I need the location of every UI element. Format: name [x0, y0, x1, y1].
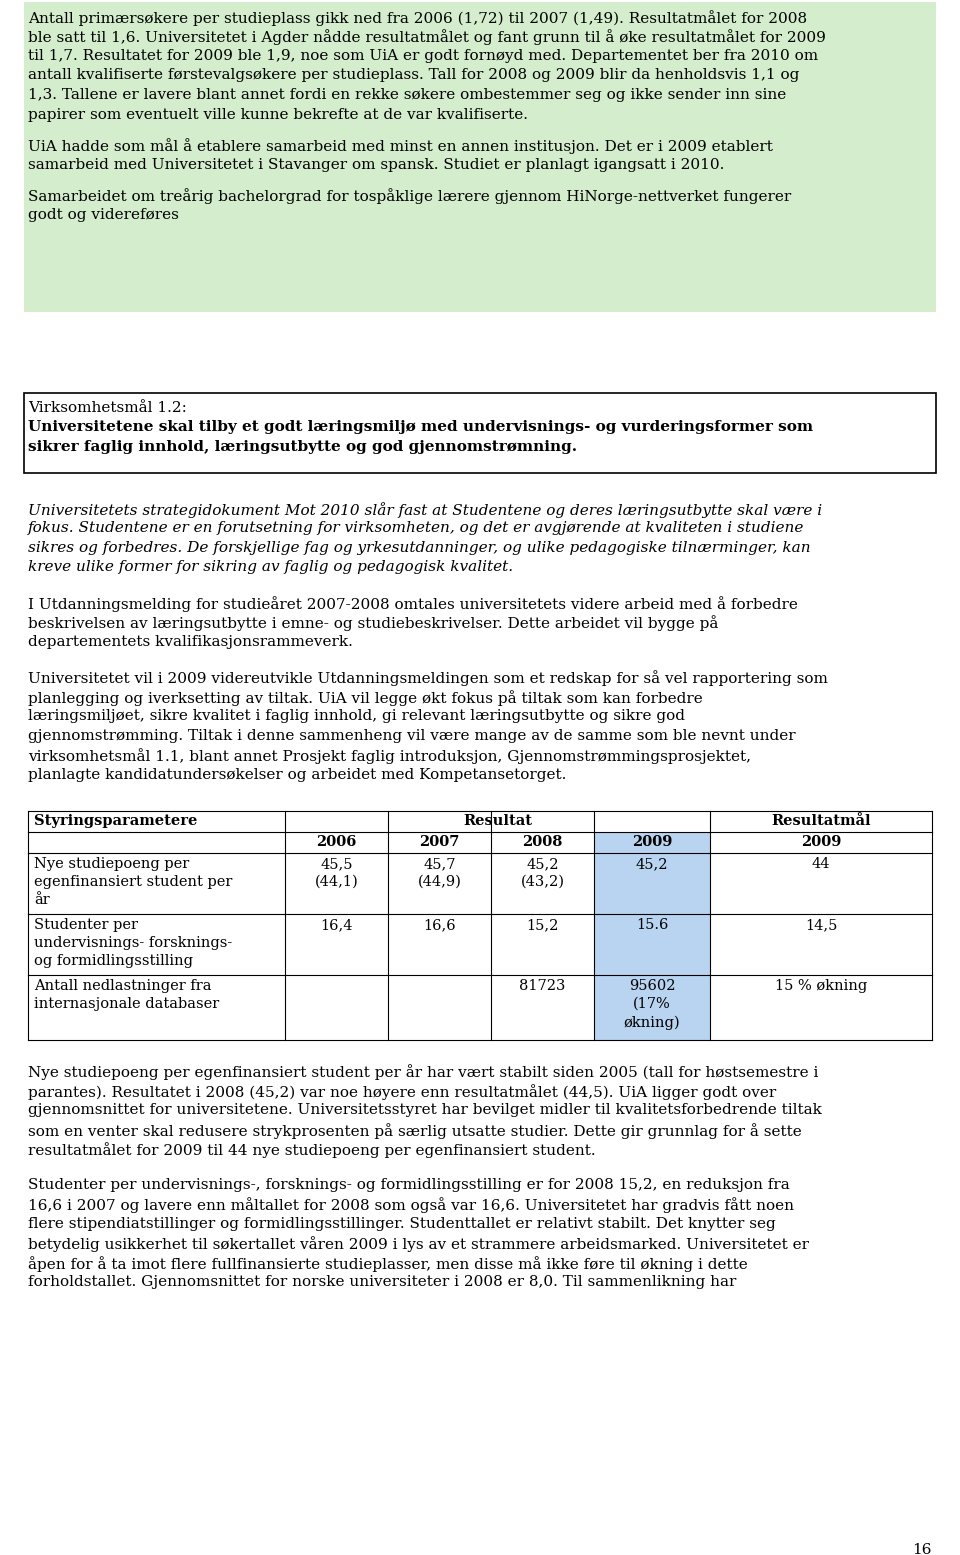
Text: 15,2: 15,2 — [526, 919, 559, 933]
Text: Antall nedlastninger fra
internasjonale databaser: Antall nedlastninger fra internasjonale … — [34, 980, 219, 1011]
Text: åpen for å ta imot flere fullfinansierte studieplasser, men disse må ikke føre t: åpen for å ta imot flere fullfinansierte… — [28, 1256, 748, 1272]
Text: 44: 44 — [812, 857, 830, 871]
Text: papirer som eventuelt ville kunne bekrefte at de var kvalifiserte.: papirer som eventuelt ville kunne bekref… — [28, 107, 528, 121]
Text: virksomhetsmål 1.1, blant annet Prosjekt faglig introduksjon, Gjennomstrømmingsp: virksomhetsmål 1.1, blant annet Prosjekt… — [28, 748, 751, 764]
Text: 2007: 2007 — [420, 835, 460, 849]
Text: kreve ulike former for sikring av faglig og pedagogisk kvalitet.: kreve ulike former for sikring av faglig… — [28, 560, 514, 574]
Text: 1,3. Tallene er lavere blant annet fordi en rekke søkere ombestemmer seg og ikke: 1,3. Tallene er lavere blant annet fordi… — [28, 89, 786, 103]
Text: samarbeid med Universitetet i Stavanger om spansk. Studiet er planlagt igangsatt: samarbeid med Universitetet i Stavanger … — [28, 157, 725, 171]
Text: planlegging og iverksetting av tiltak. UiA vil legge økt fokus på tiltak som kan: planlegging og iverksetting av tiltak. U… — [28, 690, 703, 706]
Text: 45,2
(43,2): 45,2 (43,2) — [520, 857, 564, 889]
Text: departementets kvalifikasjonsrammeverk.: departementets kvalifikasjonsrammeverk. — [28, 634, 353, 648]
Text: resultatmålet for 2009 til 44 nye studiepoeng per egenfinansiert student.: resultatmålet for 2009 til 44 nye studie… — [28, 1143, 595, 1158]
Text: 45,7
(44,9): 45,7 (44,9) — [418, 857, 462, 889]
Text: Universitetet vil i 2009 videreutvikle Utdanningsmeldingen som et redskap for så: Universitetet vil i 2009 videreutvikle U… — [28, 670, 828, 686]
Text: sikrer faglig innhold, læringsutbytte og god gjennomstrømning.: sikrer faglig innhold, læringsutbytte og… — [28, 440, 577, 454]
Text: beskrivelsen av læringsutbytte i emne- og studiebeskrivelser. Dette arbeidet vil: beskrivelsen av læringsutbytte i emne- o… — [28, 616, 718, 631]
Text: som en venter skal redusere strykprosenten på særlig utsatte studier. Dette gir : som en venter skal redusere strykprosent… — [28, 1123, 802, 1138]
Text: 95602
(17%
økning): 95602 (17% økning) — [624, 980, 681, 1029]
Bar — [594, 914, 710, 975]
Text: flere stipendiatstillinger og formidlingsstillinger. Studenttallet er relativt s: flere stipendiatstillinger og formidling… — [28, 1218, 776, 1232]
Text: UiA hadde som mål å etablere samarbeid med minst en annen institusjon. Det er i : UiA hadde som mål å etablere samarbeid m… — [28, 138, 773, 154]
Text: godt og videreføres: godt og videreføres — [28, 208, 179, 222]
Text: I Utdanningsmelding for studieåret 2007-2008 omtales universitetets videre arbei: I Utdanningsmelding for studieåret 2007-… — [28, 596, 798, 611]
Text: Virksomhetsmål 1.2:: Virksomhetsmål 1.2: — [28, 401, 187, 415]
Text: Studenter per
undervisnings- forsknings-
og formidlingsstilling: Studenter per undervisnings- forsknings-… — [34, 919, 232, 969]
Text: 16,4: 16,4 — [321, 919, 352, 933]
Text: Samarbeidet om treårig bachelorgrad for tospåklige lærere gjennom HiNorge-nettve: Samarbeidet om treårig bachelorgrad for … — [28, 188, 791, 204]
Text: 45,5
(44,1): 45,5 (44,1) — [315, 857, 358, 889]
Text: 16: 16 — [913, 1543, 932, 1555]
Text: Nye studiepoeng per
egenfinansiert student per
år: Nye studiepoeng per egenfinansiert stude… — [34, 857, 232, 907]
Text: gjennomstrømming. Tiltak i denne sammenheng vil være mange av de samme som ble n: gjennomstrømming. Tiltak i denne sammenh… — [28, 729, 796, 743]
Text: betydelig usikkerhet til søkertallet våren 2009 i lys av et strammere arbeidsmar: betydelig usikkerhet til søkertallet vår… — [28, 1236, 809, 1252]
Text: 16,6: 16,6 — [423, 919, 456, 933]
Text: 15.6: 15.6 — [636, 919, 668, 933]
Text: parantes). Resultatet i 2008 (45,2) var noe høyere enn resultatmålet (44,5). UiA: parantes). Resultatet i 2008 (45,2) var … — [28, 1084, 777, 1099]
Text: 81723: 81723 — [519, 980, 565, 994]
Text: til 1,7. Resultatet for 2009 ble 1,9, noe som UiA er godt fornøyd med. Departeme: til 1,7. Resultatet for 2009 ble 1,9, no… — [28, 50, 818, 64]
Text: Universitetene skal tilby et godt læringsmiljø med undervisnings- og vurderingsf: Universitetene skal tilby et godt læring… — [28, 420, 813, 434]
Text: 2008: 2008 — [522, 835, 563, 849]
Text: 2006: 2006 — [316, 835, 357, 849]
Text: Styringsparametere: Styringsparametere — [34, 815, 198, 829]
Text: Universitetets strategidokument Mot 2010 slår fast at Studentene og deres læring: Universitetets strategidokument Mot 2010… — [28, 502, 822, 518]
Text: læringsmiljøet, sikre kvalitet i faglig innhold, gi relevant læringsutbytte og s: læringsmiljøet, sikre kvalitet i faglig … — [28, 709, 685, 723]
Bar — [594, 832, 710, 854]
Text: Resultatmål: Resultatmål — [771, 815, 871, 829]
Text: 16,6 i 2007 og lavere enn måltallet for 2008 som også var 16,6. Universitetet ha: 16,6 i 2007 og lavere enn måltallet for … — [28, 1197, 794, 1213]
Text: 14,5: 14,5 — [804, 919, 837, 933]
Text: antall kvalifiserte førstevalgsøkere per studieplass. Tall for 2008 og 2009 blir: antall kvalifiserte førstevalgsøkere per… — [28, 68, 800, 82]
Text: gjennomsnittet for universitetene. Universitetsstyret har bevilget midler til kv: gjennomsnittet for universitetene. Unive… — [28, 1104, 822, 1118]
Text: Resultat: Resultat — [463, 815, 532, 829]
Text: 15 % økning: 15 % økning — [775, 980, 867, 994]
FancyBboxPatch shape — [24, 2, 936, 313]
Text: sikres og forbedres. De forskjellige fag og yrkesutdanninger, og ulike pedagogis: sikres og forbedres. De forskjellige fag… — [28, 541, 810, 555]
Text: planlagte kandidatundersøkelser og arbeidet med Kompetansetorget.: planlagte kandidatundersøkelser og arbei… — [28, 768, 566, 782]
Bar — [594, 975, 710, 1040]
Text: 45,2: 45,2 — [636, 857, 668, 871]
Text: fokus. Studentene er en forutsetning for virksomheten, og det er avgjørende at k: fokus. Studentene er en forutsetning for… — [28, 521, 804, 535]
Text: 2009: 2009 — [801, 835, 841, 849]
Bar — [594, 854, 710, 914]
Text: Antall primærsøkere per studieplass gikk ned fra 2006 (1,72) til 2007 (1,49). Re: Antall primærsøkere per studieplass gikk… — [28, 9, 807, 26]
Text: Studenter per undervisnings-, forsknings- og formidlingsstilling er for 2008 15,: Studenter per undervisnings-, forsknings… — [28, 1177, 790, 1191]
Text: forholdstallet. Gjennomsnittet for norske universiteter i 2008 er 8,0. Til samme: forholdstallet. Gjennomsnittet for norsk… — [28, 1275, 736, 1289]
Text: 2009: 2009 — [632, 835, 672, 849]
FancyBboxPatch shape — [24, 393, 936, 473]
Text: ble satt til 1,6. Universitetet i Agder nådde resultatmålet og fant grunn til å : ble satt til 1,6. Universitetet i Agder … — [28, 30, 826, 45]
Text: Nye studiepoeng per egenfinansiert student per år har vært stabilt siden 2005 (t: Nye studiepoeng per egenfinansiert stude… — [28, 1064, 818, 1081]
